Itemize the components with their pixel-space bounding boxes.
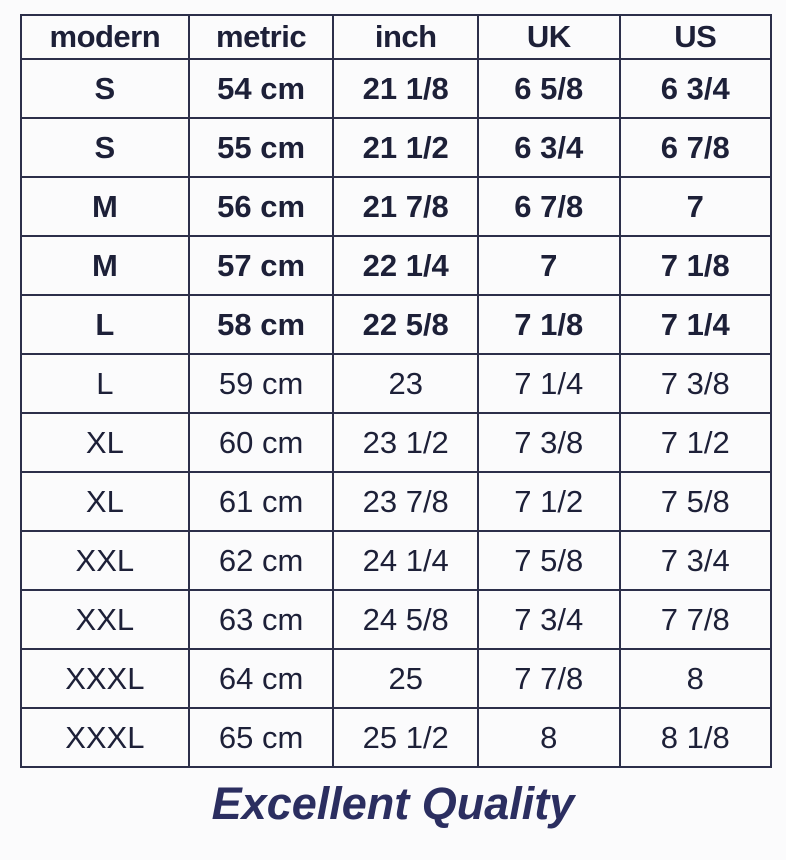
cell-us: 8 1/8 [618, 707, 772, 768]
cell-uk: 8 [477, 707, 621, 768]
cell-modern: XL [20, 412, 190, 473]
table-row: L 58 cm 22 5/8 7 1/8 7 1/4 [20, 294, 772, 355]
cell-inch: 24 5/8 [332, 589, 479, 650]
cell-metric: 55 cm [187, 117, 335, 178]
cell-us: 7 7/8 [618, 589, 772, 650]
cell-metric: 54 cm [187, 58, 335, 119]
cell-uk: 7 1/2 [477, 471, 621, 532]
cell-metric: 56 cm [187, 176, 335, 237]
cell-us: 7 [618, 176, 772, 237]
cell-modern: XXL [20, 589, 190, 650]
cell-metric: 60 cm [187, 412, 335, 473]
cell-metric: 61 cm [187, 471, 335, 532]
cell-inch: 22 5/8 [332, 294, 479, 355]
cell-inch: 24 1/4 [332, 530, 479, 591]
cell-uk: 6 5/8 [477, 58, 621, 119]
column-header-metric: metric [187, 14, 335, 60]
cell-us: 6 3/4 [618, 58, 772, 119]
cell-inch: 21 1/2 [332, 117, 479, 178]
cell-uk: 6 7/8 [477, 176, 621, 237]
cell-inch: 25 [332, 648, 479, 709]
cell-metric: 58 cm [187, 294, 335, 355]
table-row: M 57 cm 22 1/4 7 7 1/8 [20, 235, 772, 296]
cell-modern: L [20, 353, 190, 414]
cell-modern: XL [20, 471, 190, 532]
cell-us: 8 [618, 648, 772, 709]
cell-metric: 62 cm [187, 530, 335, 591]
cell-inch: 25 1/2 [332, 707, 479, 768]
cell-modern: S [20, 117, 190, 178]
cell-metric: 64 cm [187, 648, 335, 709]
cell-modern: S [20, 58, 190, 119]
cell-modern: XXL [20, 530, 190, 591]
cell-us: 7 1/2 [618, 412, 772, 473]
cell-uk: 7 7/8 [477, 648, 621, 709]
column-header-inch: inch [332, 14, 479, 60]
cell-us: 7 1/4 [618, 294, 772, 355]
cell-inch: 21 1/8 [332, 58, 479, 119]
cell-metric: 57 cm [187, 235, 335, 296]
cell-modern: L [20, 294, 190, 355]
header-row: modern metric inch UK US [20, 14, 772, 60]
cell-inch: 23 1/2 [332, 412, 479, 473]
cell-us: 6 7/8 [618, 117, 772, 178]
cell-uk: 7 1/4 [477, 353, 621, 414]
cell-modern: XXXL [20, 648, 190, 709]
table-row: XXL 63 cm 24 5/8 7 3/4 7 7/8 [20, 589, 772, 650]
cell-us: 7 3/8 [618, 353, 772, 414]
cell-modern: M [20, 176, 190, 237]
table-row: S 54 cm 21 1/8 6 5/8 6 3/4 [20, 58, 772, 119]
table-row: XXL 62 cm 24 1/4 7 5/8 7 3/4 [20, 530, 772, 591]
cell-inch: 23 7/8 [332, 471, 479, 532]
cell-inch: 22 1/4 [332, 235, 479, 296]
table-row: XXXL 65 cm 25 1/2 8 8 1/8 [20, 707, 772, 768]
table-row: L 59 cm 23 7 1/4 7 3/8 [20, 353, 772, 414]
footer-tagline: Excellent Quality [211, 778, 575, 829]
cell-modern: M [20, 235, 190, 296]
cell-modern: XXXL [20, 707, 190, 768]
cell-us: 7 5/8 [618, 471, 772, 532]
cell-metric: 63 cm [187, 589, 335, 650]
cell-inch: 23 [332, 353, 479, 414]
cell-uk: 6 3/4 [477, 117, 621, 178]
cell-uk: 7 3/8 [477, 412, 621, 473]
table-row: S 55 cm 21 1/2 6 3/4 6 7/8 [20, 117, 772, 178]
cell-us: 7 3/4 [618, 530, 772, 591]
column-header-uk: UK [477, 14, 621, 60]
size-chart-table: modern metric inch UK US S 54 cm 21 1/8 6 5/8 6 … [20, 14, 772, 768]
cell-uk: 7 5/8 [477, 530, 621, 591]
cell-us: 7 1/8 [618, 235, 772, 296]
cell-inch: 21 7/8 [332, 176, 479, 237]
column-header-modern: modern [20, 14, 190, 60]
cell-metric: 65 cm [187, 707, 335, 768]
column-header-us: US [618, 14, 772, 60]
table-row: M 56 cm 21 7/8 6 7/8 7 [20, 176, 772, 237]
table-row: XXXL 64 cm 25 7 7/8 8 [20, 648, 772, 709]
cell-uk: 7 3/4 [477, 589, 621, 650]
table-row: XL 61 cm 23 7/8 7 1/2 7 5/8 [20, 471, 772, 532]
table-row: XL 60 cm 23 1/2 7 3/8 7 1/2 [20, 412, 772, 473]
cell-uk: 7 [477, 235, 621, 296]
cell-uk: 7 1/8 [477, 294, 621, 355]
cell-metric: 59 cm [187, 353, 335, 414]
